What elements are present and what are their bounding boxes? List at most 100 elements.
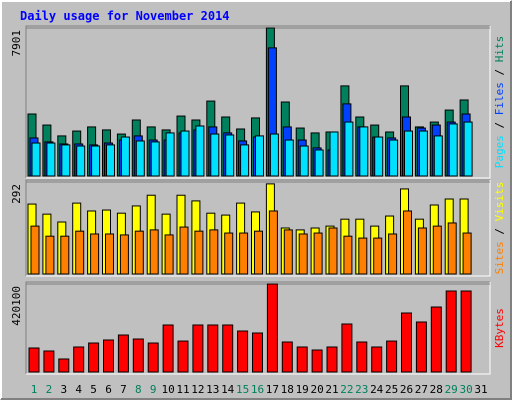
- bar: [210, 133, 220, 177]
- x-tick-label: 11: [176, 383, 189, 396]
- bar: [180, 130, 190, 177]
- bar: [296, 346, 308, 373]
- bar: [313, 232, 323, 275]
- bar: [132, 338, 144, 373]
- bar: [463, 121, 473, 177]
- bar: [149, 229, 159, 275]
- bar: [58, 358, 70, 373]
- bar: [388, 233, 398, 275]
- bar: [150, 141, 160, 177]
- bar: [328, 227, 338, 275]
- bar: [194, 230, 204, 275]
- x-tick-label: 14: [221, 383, 235, 396]
- bar: [344, 121, 354, 177]
- bar: [269, 133, 279, 177]
- bar: [356, 341, 368, 373]
- x-tick-label: 28: [430, 383, 443, 396]
- bar: [374, 136, 384, 177]
- legend-entry: Hits: [493, 36, 506, 63]
- x-tick-label: 27: [415, 383, 428, 396]
- bar: [448, 123, 458, 177]
- x-tick-label: 25: [385, 383, 398, 396]
- bar: [195, 125, 205, 177]
- legend-entry: Visits: [493, 182, 506, 222]
- legend: Sites / Visits: [493, 182, 506, 275]
- panel-bevel-dark: [25, 25, 490, 178]
- bar: [73, 346, 85, 373]
- x-tick-label: 9: [150, 383, 157, 396]
- legend-separator: /: [493, 221, 506, 241]
- bar: [209, 229, 219, 275]
- bar: [134, 230, 144, 275]
- bar: [432, 225, 442, 275]
- bar: [46, 142, 56, 177]
- bar: [268, 210, 278, 275]
- bar: [192, 324, 204, 373]
- legend-separator: /: [493, 115, 506, 135]
- x-tick-label: 29: [445, 383, 458, 396]
- x-tick-label: 2: [46, 383, 53, 396]
- bar: [311, 349, 323, 373]
- bar: [418, 130, 428, 177]
- bar: [75, 230, 85, 275]
- x-tick-label: 22: [340, 383, 353, 396]
- bar: [359, 126, 369, 177]
- bar: [462, 232, 472, 275]
- bar: [299, 145, 309, 177]
- bar: [343, 235, 353, 275]
- bar: [281, 341, 293, 373]
- bar: [61, 144, 71, 177]
- bar: [266, 283, 278, 373]
- x-tick-label: 6: [105, 383, 112, 396]
- bar: [430, 306, 442, 373]
- bar: [45, 235, 55, 275]
- bar: [222, 324, 234, 373]
- bar: [106, 144, 115, 177]
- x-tick-label: 5: [90, 383, 97, 396]
- bar: [224, 232, 234, 275]
- bar: [88, 342, 100, 373]
- bar: [283, 229, 293, 275]
- panel-bevel-light: [26, 180, 491, 277]
- y-tick-label: 292: [10, 184, 23, 204]
- bar: [31, 142, 41, 177]
- x-tick-label: 21: [325, 383, 338, 396]
- bar: [254, 230, 263, 275]
- bar: [239, 232, 249, 275]
- bar: [120, 136, 130, 177]
- legend: KBytes: [493, 308, 506, 348]
- bar: [255, 135, 264, 177]
- bar: [401, 312, 412, 373]
- legend-entry: Files: [493, 82, 506, 115]
- legend-separator: /: [493, 62, 506, 82]
- panel-bevel-dark: [25, 179, 490, 276]
- bar: [314, 149, 324, 177]
- bar: [298, 233, 308, 275]
- bar: [252, 332, 263, 373]
- y-tick-label: 7901: [10, 30, 23, 57]
- bar: [135, 140, 145, 177]
- bar: [403, 210, 412, 275]
- bar: [28, 347, 40, 373]
- x-tick-label: 1: [31, 383, 38, 396]
- x-tick-label: 12: [191, 383, 204, 396]
- bar: [447, 222, 457, 275]
- bar: [179, 226, 189, 275]
- bar: [460, 290, 472, 373]
- x-tick-label: 24: [370, 383, 384, 396]
- bar: [433, 135, 443, 177]
- bar: [162, 324, 174, 373]
- bar: [341, 323, 353, 373]
- bar: [237, 330, 249, 373]
- x-tick-label: 13: [206, 383, 219, 396]
- bar: [389, 139, 399, 177]
- bar: [358, 237, 368, 275]
- x-tick-label: 10: [161, 383, 174, 396]
- bar: [117, 334, 129, 373]
- bar: [164, 234, 174, 275]
- x-tick-label: 23: [355, 383, 368, 396]
